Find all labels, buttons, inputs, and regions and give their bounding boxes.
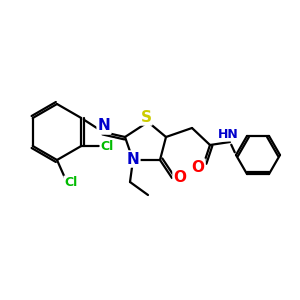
Text: Cl: Cl xyxy=(64,176,78,190)
Text: O: O xyxy=(173,170,187,185)
Text: N: N xyxy=(127,152,140,166)
Text: S: S xyxy=(140,110,152,124)
Text: Cl: Cl xyxy=(100,140,114,152)
Text: N: N xyxy=(98,118,110,134)
Text: HN: HN xyxy=(218,128,239,140)
Text: O: O xyxy=(191,160,205,175)
